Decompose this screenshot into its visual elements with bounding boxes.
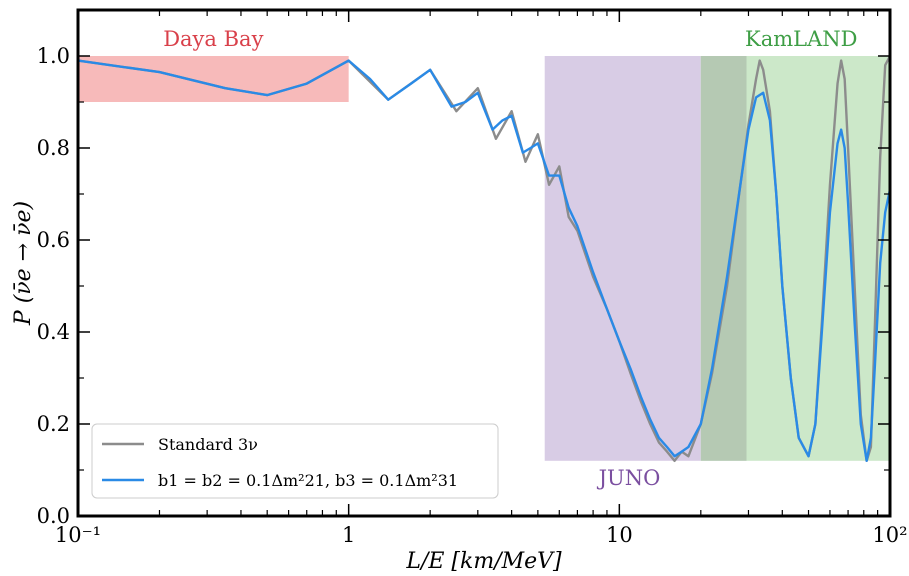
y-tick-label-3: 0.6 bbox=[37, 228, 70, 252]
y-tick-label-2: 0.4 bbox=[37, 320, 70, 344]
region-overlap bbox=[700, 56, 747, 461]
y-tick-label-1: 0.2 bbox=[37, 412, 70, 436]
legend-label-1: b1 = b2 = 0.1Δm²21, b3 = 0.1Δm²31 bbox=[158, 471, 458, 490]
x-tick-label-2: 10 bbox=[606, 523, 633, 547]
legend: Standard 3ν b1 = b2 = 0.1Δm²21, b3 = 0.1Δ… bbox=[91, 423, 499, 499]
axis-ticks bbox=[77, 9, 891, 517]
region-label-2: KamLAND bbox=[745, 27, 857, 51]
x-axis-title: L/E [km/MeV] bbox=[405, 549, 562, 574]
legend-box bbox=[91, 423, 499, 499]
series-line-1 bbox=[77, 59, 892, 462]
x-tick-label-0: 10⁻¹ bbox=[55, 523, 101, 547]
plot-frame bbox=[76, 8, 892, 518]
y-tick-label-0: 0.0 bbox=[37, 504, 70, 528]
region-label-1: JUNO bbox=[597, 466, 661, 490]
region-label-0: Daya Bay bbox=[163, 27, 263, 51]
series-lines bbox=[77, 55, 892, 462]
y-tick-label-4: 0.8 bbox=[37, 136, 70, 160]
tick-labels: 10⁻¹ 1 10 10² 0.0 0.2 0.4 0.6 0.8 1.0 bbox=[37, 44, 908, 547]
y-tick-label-5: 1.0 bbox=[37, 44, 70, 68]
x-tick-label-1: 1 bbox=[342, 523, 355, 547]
x-tick-label-3: 10² bbox=[872, 523, 907, 547]
y-axis-title: P (ν̄e → ν̄e) bbox=[11, 201, 36, 326]
region-labels: Daya Bay JUNO KamLAND bbox=[163, 27, 857, 490]
legend-label-0: Standard 3ν bbox=[158, 435, 258, 454]
region-0 bbox=[78, 56, 349, 102]
region-1 bbox=[544, 56, 701, 461]
